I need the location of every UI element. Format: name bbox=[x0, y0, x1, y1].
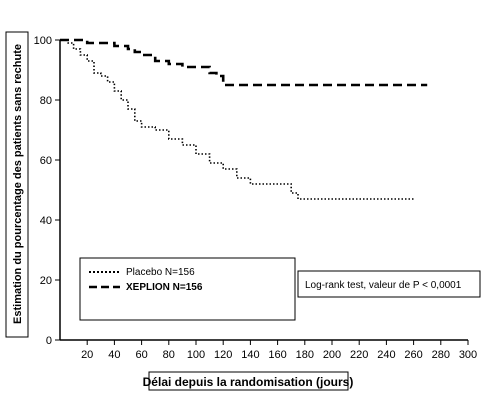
x-tick-label: 140 bbox=[241, 349, 259, 361]
logrank-annotation: Log-rank test, valeur de P < 0,0001 bbox=[297, 270, 481, 298]
x-tick-label: 100 bbox=[187, 349, 205, 361]
y-axis-label-group: Estimation du pourcentage des patients s… bbox=[5, 31, 29, 338]
y-ticks: 0 20 40 60 80 100 bbox=[34, 35, 60, 347]
annotation-box bbox=[297, 270, 481, 298]
y-tick-label: 0 bbox=[46, 335, 52, 347]
x-tick-label: 160 bbox=[268, 349, 286, 361]
x-axis-label-group: Délai depuis la randomisation (jours) bbox=[143, 371, 354, 391]
legend-box bbox=[79, 257, 296, 321]
legend: Placebo N=156 XEPLION N=156 bbox=[79, 257, 296, 321]
x-tick-label: 260 bbox=[404, 349, 422, 361]
x-tick-label: 80 bbox=[163, 349, 175, 361]
annotation-text: Log-rank test, valeur de P < 0,0001 bbox=[305, 280, 462, 291]
x-ticks: 20 40 60 80 100 120 140 160 180 200 220 240 260 280 30… bbox=[81, 340, 477, 361]
x-tick-label: 200 bbox=[323, 349, 341, 361]
series-layer bbox=[60, 38, 428, 200]
x-tick-label: 280 bbox=[432, 349, 450, 361]
x-tick-label: 60 bbox=[135, 349, 147, 361]
x-tick-label: 240 bbox=[377, 349, 395, 361]
placebo-series-line bbox=[60, 39, 414, 200]
y-tick-label: 80 bbox=[40, 95, 52, 107]
xeplion-series-line bbox=[60, 38, 428, 87]
y-tick-label: 100 bbox=[34, 35, 52, 47]
x-axis-label: Délai depuis la randomisation (jours) bbox=[143, 375, 354, 389]
legend-placebo-label: Placebo N=156 bbox=[126, 267, 195, 278]
y-tick-label: 40 bbox=[40, 215, 52, 227]
x-tick-label: 40 bbox=[108, 349, 120, 361]
x-tick-label: 20 bbox=[81, 349, 93, 361]
y-tick-label: 20 bbox=[40, 275, 52, 287]
x-tick-label: 220 bbox=[350, 349, 368, 361]
x-tick-label: 300 bbox=[459, 349, 477, 361]
y-tick-label: 60 bbox=[40, 155, 52, 167]
x-tick-label: 120 bbox=[214, 349, 232, 361]
y-axis-label: Estimation du pourcentage des patients s… bbox=[12, 44, 24, 324]
legend-xeplion-label: XEPLION N=156 bbox=[126, 282, 203, 293]
x-tick-label: 180 bbox=[296, 349, 314, 361]
